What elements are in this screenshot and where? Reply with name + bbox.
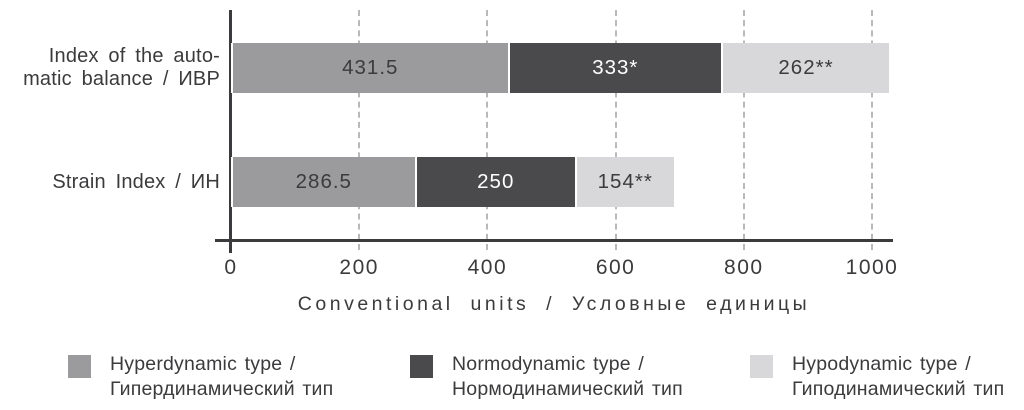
legend-label-line: Hypodynamic type / bbox=[792, 353, 971, 375]
category-label: Strain Index / ИН bbox=[0, 157, 220, 207]
plot-area: 431.5 333* 262** 286.5 250 154** bbox=[231, 10, 892, 250]
x-axis-line bbox=[215, 239, 893, 242]
legend-label-line: Гипердинамический тип bbox=[110, 378, 334, 400]
y-axis-line bbox=[229, 10, 232, 253]
legend-swatch bbox=[750, 355, 773, 378]
gridline bbox=[871, 10, 873, 250]
legend-label: Hypodynamic type / Гиподинамический тип bbox=[792, 352, 1004, 402]
legend-item: Normodynamic type / Нормодинамический тип bbox=[410, 352, 683, 402]
category-label-line: Index of the auto- bbox=[48, 45, 220, 67]
x-tick-label: 1000 bbox=[845, 256, 899, 279]
bar-segment: 333* bbox=[507, 43, 722, 93]
legend-swatch bbox=[410, 355, 433, 378]
bar-segment: 286.5 bbox=[231, 157, 415, 207]
category-label-line: matic balance / ИВР bbox=[23, 68, 220, 90]
legend-item: Hyperdynamic type / Гипердинамический тип bbox=[68, 352, 333, 402]
bar-row: 286.5 250 154** bbox=[231, 157, 674, 207]
legend-label-line: Normodynamic type / bbox=[452, 353, 645, 375]
legend-label-line: Нормодинамический тип bbox=[452, 378, 683, 400]
x-axis-title: Conventional units / Условные единицы bbox=[297, 293, 811, 315]
x-tick-label: 400 bbox=[467, 256, 508, 279]
x-tick-label: 0 bbox=[224, 256, 238, 279]
bar-segment: 154** bbox=[574, 157, 674, 207]
bar-segment: 431.5 bbox=[231, 43, 508, 93]
legend-label-line: Hyperdynamic type / bbox=[110, 353, 296, 375]
gridline bbox=[614, 10, 617, 250]
legend-item: Hypodynamic type / Гиподинамический тип bbox=[750, 352, 1004, 402]
legend-label-line: Гиподинамический тип bbox=[792, 378, 1005, 400]
legend-label: Normodynamic type / Нормодинамический тип bbox=[452, 352, 683, 402]
x-axis-tick-labels: 0 200 400 600 800 1000 bbox=[224, 256, 896, 282]
x-tick-label: 200 bbox=[339, 256, 379, 279]
bar-row: 431.5 333* 262** bbox=[231, 43, 889, 93]
category-label-line: Strain Index / ИН bbox=[52, 170, 220, 193]
gridline bbox=[486, 10, 489, 250]
bar-segment: 262** bbox=[721, 43, 889, 93]
x-tick-label: 600 bbox=[595, 256, 636, 279]
category-label: Index of the auto-matic balance / ИВР bbox=[0, 43, 220, 93]
x-tick-label: 800 bbox=[724, 256, 764, 279]
gridline bbox=[358, 10, 361, 250]
legend: Hyperdynamic type / Гипердинамический тип… bbox=[0, 352, 1024, 408]
legend-label: Hyperdynamic type / Гипердинамический тип bbox=[110, 352, 333, 402]
legend-swatch bbox=[68, 355, 91, 378]
gridline bbox=[742, 10, 745, 250]
bar-segment: 250 bbox=[414, 157, 575, 207]
